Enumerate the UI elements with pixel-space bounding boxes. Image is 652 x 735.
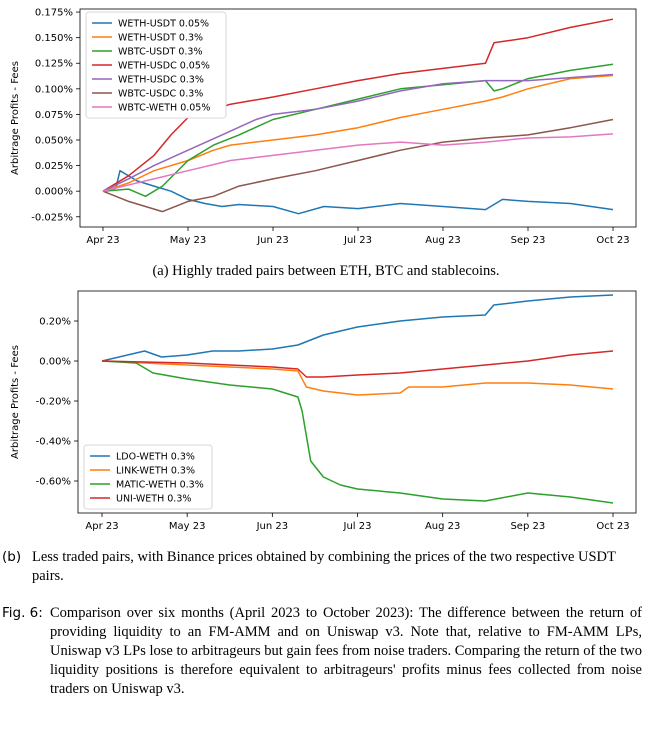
- y-tick-label: 0.025%: [35, 161, 73, 172]
- y-tick-label: 0.050%: [35, 136, 73, 147]
- caption-a: (a) Highly traded pairs between ETH, BTC…: [152, 263, 500, 279]
- y-tick-label: -0.20%: [36, 397, 71, 408]
- legend-label-0: WETH-USDT 0.05%: [118, 19, 209, 30]
- series-line-3: [101, 350, 614, 378]
- legend-label-0: LDO-WETH 0.3%: [116, 452, 195, 463]
- caption-b-text: Less traded pairs, with Binance prices o…: [32, 549, 616, 584]
- x-tick-label: May 23: [170, 235, 207, 246]
- series-line-0: [102, 169, 614, 215]
- x-tick-label: Oct 23: [596, 235, 629, 246]
- series-line-2: [102, 63, 614, 198]
- y-tick-label: 0.125%: [35, 59, 73, 70]
- series-line-1: [102, 74, 614, 192]
- x-tick-label: Oct 23: [596, 521, 629, 532]
- y-axis-label: Arbitrage Profits - Fees: [10, 61, 21, 175]
- series-line-5: [102, 118, 614, 213]
- legend-label-6: WBTC-WETH 0.05%: [118, 103, 210, 114]
- figure-caption-text: Comparison over six months (April 2023 t…: [50, 605, 642, 697]
- legend-label-3: WETH-USDC 0.05%: [118, 61, 210, 72]
- plot-frame: [77, 290, 637, 514]
- series-line-0: [101, 294, 614, 362]
- series-line-6: [102, 133, 614, 192]
- y-tick-label: 0.000%: [35, 187, 73, 198]
- x-tick-label: Apr 23: [86, 235, 119, 246]
- legend: LDO-WETH 0.3% LINK-WETH 0.3% MATIC-WETH 0.…: [83, 444, 213, 510]
- x-tick-label: May 23: [169, 521, 206, 532]
- chart-a: -0.025% 0.000% 0.025% 0.050% 0.075% 0.100% 0.1…: [10, 8, 637, 246]
- x-tick-label: Jul 23: [343, 521, 372, 532]
- x-tick-label: Sep 23: [510, 521, 545, 532]
- y-axis-label: Arbitrage Profits - Fees: [10, 345, 21, 459]
- y-tick-label: 0.150%: [35, 33, 73, 44]
- series-line-1: [101, 360, 614, 396]
- x-tick-label: Jun 23: [256, 235, 289, 246]
- x-tick-label: Jul 23: [343, 235, 372, 246]
- y-tick-label: 0.00%: [39, 357, 71, 368]
- legend-label-3: UNI-WETH 0.3%: [116, 494, 191, 505]
- legend-label-2: MATIC-WETH 0.3%: [116, 480, 204, 491]
- y-tick-label: -0.025%: [31, 212, 73, 223]
- x-tick-label: Aug 23: [425, 521, 460, 532]
- y-tick-label: -0.60%: [36, 477, 71, 488]
- x-tick-label: Aug 23: [425, 235, 460, 246]
- series-line-4: [102, 73, 614, 192]
- y-tick-label: 0.100%: [35, 84, 73, 95]
- caption-b: (b) Less traded pairs, with Binance pric…: [2, 548, 642, 586]
- x-tick-label: Apr 23: [85, 521, 118, 532]
- y-tick-label: 0.075%: [35, 110, 73, 121]
- legend-label-2: WBTC-USDT 0.3%: [118, 47, 202, 58]
- y-tick-label: 0.20%: [39, 317, 71, 328]
- legend-label-1: WETH-USDT 0.3%: [118, 33, 203, 44]
- legend-box: [85, 11, 227, 119]
- legend-label-1: LINK-WETH 0.3%: [116, 466, 195, 477]
- x-tick-label: Sep 23: [511, 235, 546, 246]
- figure-caption-tag: Fig. 6:: [2, 605, 43, 621]
- legend-box: [83, 444, 213, 510]
- legend-label-4: WETH-USDC 0.3%: [118, 75, 204, 86]
- series-line-2: [101, 360, 614, 504]
- legend-label-5: WBTC-USDC 0.3%: [118, 89, 203, 100]
- legend: WETH-USDT 0.05% WETH-USDT 0.3% WBTC-USDT 0…: [85, 11, 227, 119]
- y-tick-label: 0.175%: [35, 8, 73, 19]
- x-tick-label: Jun 23: [256, 521, 289, 532]
- series-line-3: [102, 18, 614, 192]
- chart-b: -0.60% -0.40% -0.20% 0.00% 0.20% Apr 23 May 23…: [10, 290, 637, 532]
- caption-b-tag: (b): [2, 549, 22, 565]
- figure-caption: Fig. 6: Comparison over six months (Apri…: [2, 604, 642, 699]
- y-tick-label: -0.40%: [36, 437, 71, 448]
